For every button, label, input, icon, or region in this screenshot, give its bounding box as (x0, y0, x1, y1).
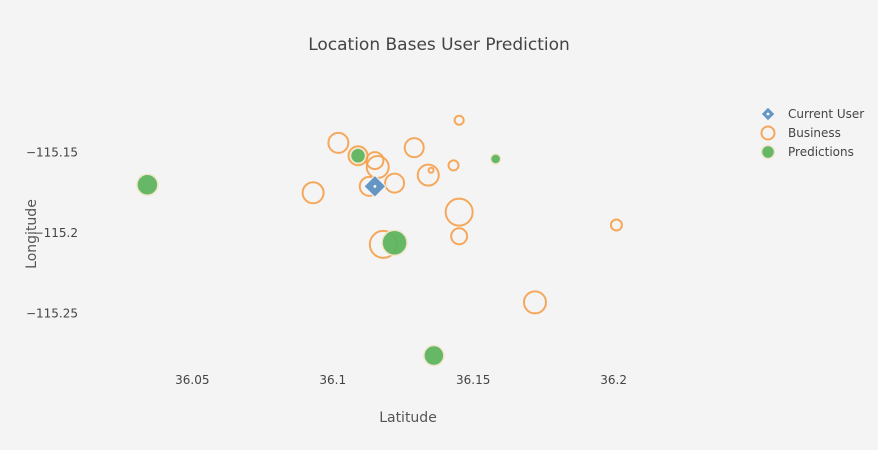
predictions-point[interactable] (489, 153, 502, 165)
business-point[interactable] (453, 114, 465, 126)
legend: Current User Business Predictions (760, 106, 864, 160)
y-axis-ticks: −115.15 −115.2 −115.25 (26, 146, 78, 321)
current-user-point-center (373, 184, 377, 188)
predictions-point[interactable] (423, 344, 445, 367)
x-tick-label: 36.1 (319, 373, 346, 387)
business-point[interactable] (384, 172, 406, 194)
legend-marker-business[interactable] (760, 125, 776, 141)
series-predictions (136, 147, 502, 367)
business-point[interactable] (416, 163, 440, 187)
legend-label: Business (788, 126, 841, 140)
plot-area (136, 114, 623, 367)
business-point[interactable] (444, 197, 474, 227)
legend-marker-predictions[interactable] (760, 144, 776, 160)
business-point[interactable] (301, 181, 325, 205)
legend-item[interactable]: Current User (760, 106, 864, 122)
chart-title: Location Bases User Prediction (308, 35, 570, 55)
business-point[interactable] (327, 131, 350, 154)
series-business (301, 114, 623, 315)
y-tick-label: −115.25 (26, 307, 78, 321)
business-point[interactable] (365, 151, 385, 171)
series-current-user (363, 174, 387, 199)
business-point[interactable] (450, 227, 469, 246)
y-tick-label: −115.2 (34, 226, 78, 240)
x-tick-label: 36.05 (175, 373, 209, 387)
business-point[interactable] (522, 290, 547, 315)
predictions-point[interactable] (381, 229, 408, 257)
predictions-point[interactable] (136, 173, 159, 196)
business-point[interactable] (427, 166, 435, 174)
y-tick-label: −115.15 (26, 146, 78, 160)
x-axis-ticks: 36.05 36.1 36.15 36.2 (175, 373, 627, 387)
x-tick-label: 36.2 (600, 373, 627, 387)
y-axis-title: Longitude (24, 199, 40, 269)
business-point[interactable] (403, 137, 425, 159)
legend-item[interactable]: Predictions (760, 144, 854, 160)
business-point[interactable] (609, 218, 623, 232)
legend-label: Current User (788, 107, 864, 121)
legend-marker-current-user-center (766, 112, 770, 116)
x-tick-label: 36.15 (456, 373, 490, 387)
legend-item[interactable]: Business (760, 125, 841, 141)
legend-label: Predictions (788, 145, 854, 159)
business-point[interactable] (447, 159, 460, 172)
x-axis-title: Latitude (379, 410, 437, 426)
predictions-point[interactable] (349, 147, 367, 164)
